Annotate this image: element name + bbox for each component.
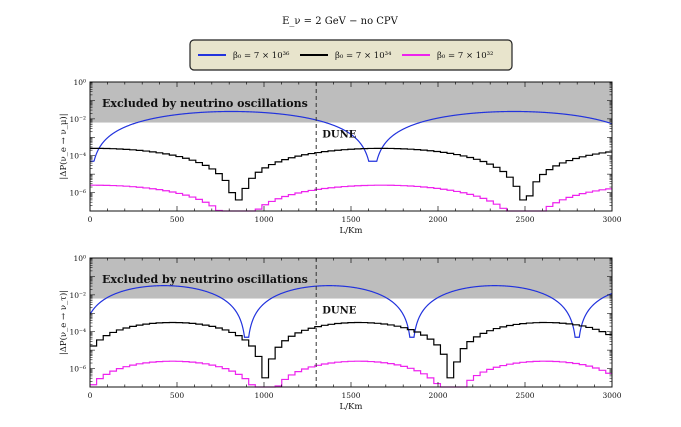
top-x-tick-label: 3000 [602,215,621,224]
top-series-layer [90,110,613,212]
bottom-y-axis-label: |ΔP(ν_e → ν_τ)| [58,290,69,355]
legend: β₀ = 7 × 10³⁶ β₀ = 7 × 10³⁴ β₀ = 7 × 10³… [189,39,513,71]
top-dune-label: DUNE [322,130,357,141]
top-series-1 [90,147,612,201]
top-y-tick-label: 10⁰ [73,78,86,87]
bottom-x-tick-label: 2000 [428,391,447,400]
legend-box [189,39,513,71]
bottom-x-tick-label: 500 [170,391,185,400]
top-x-tick-label: 500 [170,215,185,224]
bottom-series-layer [89,285,613,388]
bottom-dune-label: DUNE [322,306,357,317]
bottom-x-tick-label: 1000 [254,391,273,400]
bottom-y-tick-label: 10⁻⁶ [69,365,86,374]
top-y-tick-label: 10⁻⁶ [69,189,86,198]
bottom-x-tick-label: 0 [88,391,93,400]
top-x-tick-label: 1500 [341,215,360,224]
bottom-excluded-label: Excluded by neutrino oscillations [102,273,308,286]
top-y-tick-label: 10⁻⁴ [69,152,86,161]
top-series-0 [90,110,613,162]
legend-label-black: β₀ = 7 × 10³⁴ [335,51,392,61]
top-excluded-band [90,82,612,123]
top-y-tick-label: 10⁻² [69,115,86,124]
figure-title: E_ν = 2 GeV − no CPV [282,16,399,27]
top-x-tick-label: 2000 [428,215,447,224]
bottom-series-0 [89,285,613,338]
top-excluded-label: Excluded by neutrino oscillations [102,97,308,110]
bottom-series-1 [90,321,612,379]
legend-label-magenta: β₀ = 7 × 10³² [437,51,493,61]
top-x-tick-label: 0 [88,215,93,224]
bottom-y-tick-label: 10⁻⁴ [69,328,86,337]
top-x-tick-label: 1000 [254,215,273,224]
bottom-excluded-band [90,258,612,299]
bottom-x-axis-label: L/Km [340,402,363,412]
bottom-x-tick-label: 1500 [341,391,360,400]
top-y-ticks: 10⁰ 10⁻² 10⁻⁴ 10⁻⁶ [69,78,612,212]
bottom-panel: Excluded by neutrino oscillations DUNE 0… [58,254,622,412]
bottom-y-ticks: 10⁰ 10⁻² 10⁻⁴ 10⁻⁶ [69,254,612,388]
legend-label-blue: β₀ = 7 × 10³⁶ [233,51,290,61]
top-y-axis-label: |ΔP(ν_e → ν_μ)| [58,113,69,179]
bottom-x-tick-label: 3000 [602,391,621,400]
bottom-x-ticks: 0 500 1000 1500 2000 2500 3000 [88,258,622,400]
top-x-axis-label: L/Km [340,226,363,236]
bottom-y-tick-label: 10⁻² [69,291,86,300]
top-panel: Excluded by neutrino oscillations DUNE 0… [58,78,622,236]
bottom-series-2 [90,360,612,388]
bottom-x-tick-label: 2500 [515,391,534,400]
bottom-y-tick-label: 10⁰ [73,254,86,263]
top-x-tick-label: 2500 [515,215,534,224]
